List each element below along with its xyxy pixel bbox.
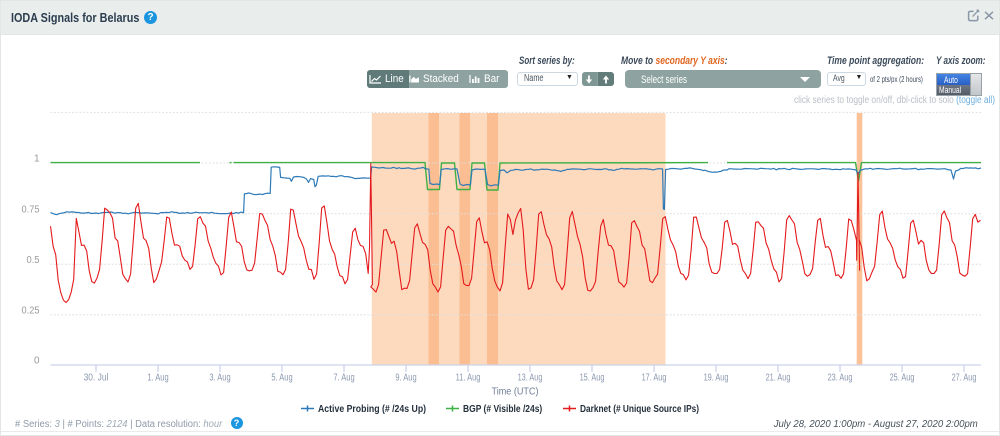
svg-text:3. Aug: 3. Aug bbox=[209, 373, 230, 384]
svg-text:0: 0 bbox=[34, 356, 40, 367]
svg-text:0.25: 0.25 bbox=[22, 305, 40, 316]
svg-text:1. Aug: 1. Aug bbox=[147, 373, 168, 384]
svg-text:30. Jul: 30. Jul bbox=[84, 373, 109, 384]
svg-text:9. Aug: 9. Aug bbox=[395, 373, 416, 384]
svg-text:27. Aug: 27. Aug bbox=[952, 373, 977, 384]
svg-text:23. Aug: 23. Aug bbox=[828, 373, 853, 384]
svg-text:5. Aug: 5. Aug bbox=[271, 373, 292, 384]
svg-text:15. Aug: 15. Aug bbox=[580, 373, 605, 384]
svg-text:17. Aug: 17. Aug bbox=[642, 373, 667, 384]
svg-text:13. Aug: 13. Aug bbox=[518, 373, 543, 384]
svg-text:7. Aug: 7. Aug bbox=[333, 373, 354, 384]
svg-text:0.5: 0.5 bbox=[27, 255, 40, 266]
svg-text:19. Aug: 19. Aug bbox=[704, 373, 729, 384]
svg-text:21. Aug: 21. Aug bbox=[766, 373, 791, 384]
svg-text:Time (UTC): Time (UTC) bbox=[492, 387, 539, 398]
svg-text:11. Aug: 11. Aug bbox=[456, 373, 481, 384]
svg-text:0.75: 0.75 bbox=[22, 204, 40, 215]
svg-text:25. Aug: 25. Aug bbox=[890, 373, 915, 384]
svg-text:1: 1 bbox=[34, 154, 40, 165]
